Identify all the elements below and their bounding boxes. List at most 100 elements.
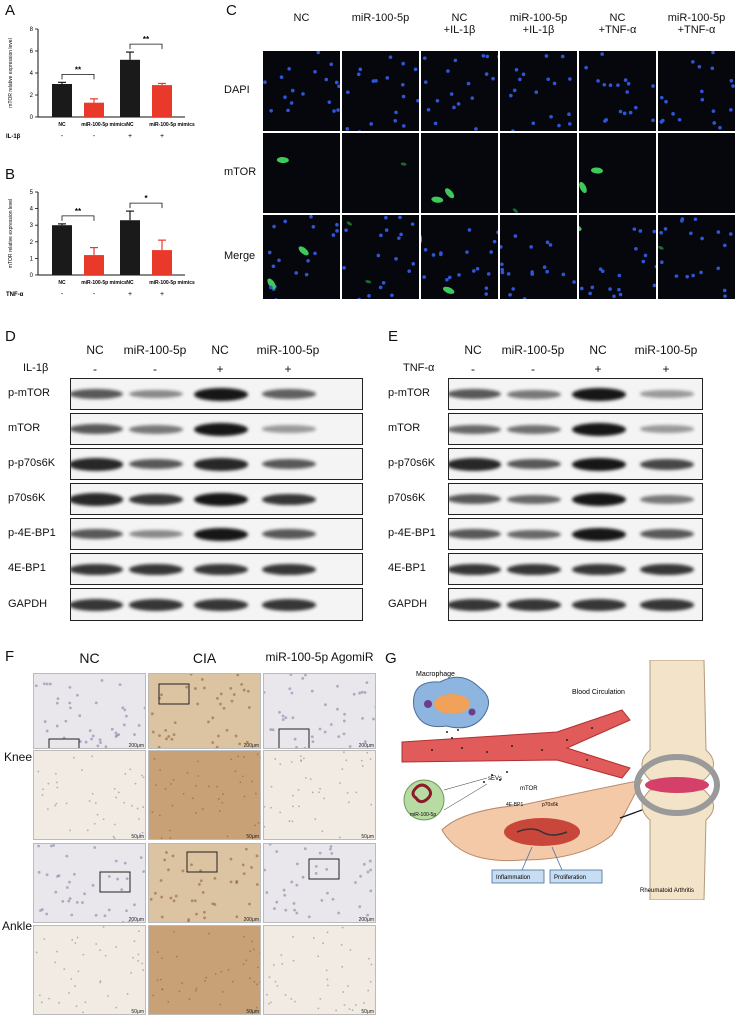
nucleus-dot — [623, 78, 628, 82]
ihc-dot — [191, 797, 194, 800]
ihc-dot — [310, 735, 314, 739]
ihc-dot — [311, 791, 314, 794]
nucleus-dot — [433, 121, 438, 126]
zoom-region-box — [278, 728, 310, 748]
ihc-dot — [234, 734, 238, 738]
ihc-dot — [250, 866, 253, 869]
nucleus-dot — [470, 96, 475, 100]
ihc-dot — [116, 877, 119, 881]
if-column-header-line: +TNF-α — [677, 24, 716, 36]
ihc-dot — [319, 787, 321, 790]
wb-band — [572, 528, 626, 541]
ihc-dot — [115, 1006, 118, 1009]
ihc-dot — [139, 833, 142, 836]
ihc-dot — [339, 782, 341, 785]
nucleus-dot — [271, 264, 276, 269]
nucleus-dot — [689, 231, 693, 236]
wb-band — [449, 458, 501, 471]
ihc-dot — [269, 728, 273, 731]
if-row-label-dapi: DAPI — [224, 84, 250, 96]
ihc-dot — [68, 701, 72, 705]
ihc-image-cell: 50μm — [263, 925, 376, 1015]
nucleus-dot — [356, 72, 361, 77]
ihc-dot — [290, 997, 293, 1000]
ihc-dot — [75, 1005, 78, 1008]
ihc-dot — [171, 854, 175, 858]
ihc-dot — [281, 718, 285, 721]
ihc-dot — [189, 674, 193, 676]
ihc-dot — [370, 803, 373, 806]
ihc-dot — [295, 911, 299, 915]
ihc-dot — [182, 792, 185, 795]
ihc-dot — [195, 812, 198, 814]
nucleus-dot — [496, 230, 498, 235]
nucleus-dot — [301, 92, 305, 96]
ihc-dot — [186, 772, 189, 774]
sevs-label: sEVs — [488, 776, 502, 782]
ihc-dot — [341, 965, 344, 968]
ihc-dot — [151, 811, 154, 814]
ihc-dot — [249, 977, 251, 980]
nucleus-dot — [489, 250, 493, 254]
wb-row-label: GAPDH — [388, 597, 428, 610]
wb-treatment-label: TNF-α — [403, 362, 435, 374]
nucleus-dot — [484, 292, 489, 296]
cytoplasm-signal — [431, 196, 444, 203]
ihc-dot — [195, 912, 198, 916]
nucleus-dot — [514, 67, 519, 72]
ihc-dot — [310, 689, 314, 693]
nucleus-dot — [549, 114, 553, 119]
if-image-cell — [499, 50, 578, 132]
ihc-dot — [42, 788, 44, 791]
ihc-dot — [70, 978, 73, 980]
ihc-dot — [181, 982, 183, 984]
wb-band — [572, 458, 626, 471]
wb-row-label: p-4E-BP1 — [388, 527, 436, 539]
treatment-sign: + — [160, 133, 164, 140]
ihc-dot — [95, 943, 98, 945]
ihc-dot — [123, 801, 126, 804]
wb-column-label: NC — [464, 343, 482, 357]
if-column-header-line: +IL-1β — [443, 24, 476, 36]
ihc-dot — [264, 805, 266, 808]
ihc-dot — [88, 729, 92, 733]
wb-blot-strip — [70, 413, 363, 445]
wb-row-label: p-4E-BP1 — [8, 527, 56, 539]
ihc-dot — [142, 776, 145, 779]
cytoplasm-signal — [267, 278, 276, 289]
ihc-dot — [218, 810, 221, 812]
ihc-dot — [35, 951, 38, 954]
ihc-dot — [295, 746, 298, 748]
ihc-dot — [275, 850, 279, 854]
nucleus-dot — [465, 250, 469, 254]
ihc-dot — [113, 787, 116, 790]
wb-band — [572, 563, 626, 576]
nucleus-dot — [691, 273, 695, 278]
ihc-dot — [160, 693, 163, 697]
bar-4 — [152, 250, 172, 275]
wb-blot-strip — [70, 553, 363, 585]
zoom-region-box — [158, 683, 190, 705]
ihc-dot — [256, 966, 259, 969]
ihc-image-cell: 200μm — [148, 673, 261, 749]
p70-label: p70s6k — [542, 802, 559, 808]
treatment-sign: - — [93, 291, 96, 298]
nucleus-dot — [699, 270, 703, 275]
ihc-dot — [360, 690, 364, 694]
ihc-dot — [161, 988, 164, 991]
ihc-dot — [124, 772, 127, 775]
nucleus-dot — [290, 88, 295, 93]
ihc-dot — [291, 716, 295, 720]
ihc-dot — [141, 774, 143, 777]
nucleus-dot — [331, 233, 336, 237]
wb-band — [71, 389, 123, 400]
ihc-dot — [54, 961, 57, 964]
nucleus-dot — [283, 219, 288, 224]
nucleus-dot — [484, 286, 489, 290]
nucleus-dot — [394, 257, 398, 261]
ihc-dot — [68, 706, 72, 710]
macrophage-illustration — [413, 676, 489, 729]
ihc-dot — [43, 938, 46, 940]
ihc-dot — [335, 1009, 338, 1012]
ihc-dot — [235, 915, 239, 919]
